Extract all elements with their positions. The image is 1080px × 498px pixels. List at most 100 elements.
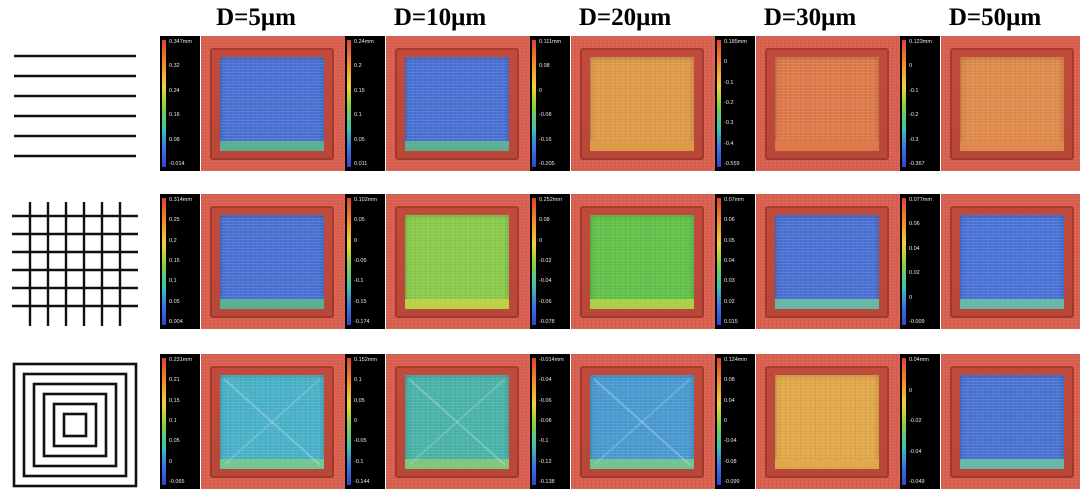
color-gradient: [347, 40, 351, 167]
surface-map: [201, 36, 348, 171]
scale-tick-label: -0.05: [354, 258, 367, 264]
diagonal-ridge: [593, 378, 691, 466]
scale-tick-label: -0.06: [539, 397, 552, 404]
scale-tick-label: 0.347mm: [169, 39, 192, 45]
pocket-rim: [220, 459, 324, 469]
scale-tick-label: -0.078: [539, 319, 555, 325]
scale-tick-label: 0.24: [169, 87, 180, 94]
scale-tick-label: -0.04: [539, 377, 552, 384]
scale-tick-label: -0.009: [909, 319, 925, 325]
color-scale-bar: 0.102mm 0.05 0 -0.05 -0.1 -0.15 -0.174: [345, 194, 385, 329]
surface-map: [571, 194, 718, 329]
scale-tick-label: 0: [909, 294, 913, 301]
scale-tick-label: 0: [354, 237, 358, 244]
scale-tick-label: 0.08: [724, 377, 735, 384]
scale-tick-label: -0.014mm: [539, 357, 564, 363]
scale-tick-label: 0: [909, 63, 913, 70]
color-scale-bar: 0.185mm 0 -0.1 -0.2 -0.3 -0.4 -0.559: [715, 36, 755, 171]
surface-map: [386, 354, 533, 489]
scale-tick-label: 0: [539, 237, 543, 244]
etched-pocket: [580, 366, 704, 478]
height-map-tile: 0.124mm 0.08 0.04 0 -0.04 -0.08 -0.099: [715, 354, 903, 489]
color-gradient: [717, 198, 721, 325]
scale-tick-label: -0.559: [724, 161, 740, 167]
scale-tick-label: -0.099: [724, 479, 740, 485]
scale-tick-label: 0: [354, 418, 358, 424]
scale-tick-label: 0.015: [724, 319, 738, 325]
scale-tick-label: -0.1: [724, 79, 734, 86]
color-scale-bar: -0.014mm -0.04 -0.06 -0.08 -0.1 -0.12 -0.138: [530, 354, 570, 489]
scale-tick-label: 0.03: [724, 278, 735, 285]
scale-tick-label: -0.02: [539, 258, 552, 264]
pocket-floor: [960, 215, 1064, 309]
scale-tick-label: 0.1: [354, 112, 362, 119]
etched-pocket: [395, 206, 519, 318]
scale-tick-label: 0.04mm: [909, 357, 929, 363]
color-gradient: [532, 358, 536, 485]
pocket-rim: [960, 141, 1064, 151]
color-gradient: [347, 358, 351, 485]
diagonal-ridge: [408, 378, 506, 466]
scale-tick-label: -0.3: [724, 120, 734, 127]
height-map-tile: 0.185mm 0 -0.1 -0.2 -0.3 -0.4 -0.559: [715, 36, 903, 171]
etched-pocket: [580, 206, 704, 318]
scale-tick-label: 0.04: [909, 245, 920, 252]
scale-tick-label: 0.04: [724, 397, 735, 404]
scale-tick-label: -0.3: [909, 136, 919, 143]
pocket-floor: [960, 375, 1064, 469]
height-map-tile: 0.252mm 0.08 0 -0.02 -0.04 -0.06 -0.078: [530, 194, 718, 329]
surface-map: [201, 354, 348, 489]
scale-tick-label: 0.05: [354, 217, 365, 224]
color-gradient: [347, 198, 351, 325]
pocket-rim: [960, 299, 1064, 309]
surface-map: [941, 36, 1080, 171]
etched-pocket: [395, 48, 519, 160]
height-map-tile: 0.102mm 0.05 0 -0.05 -0.1 -0.15 -0.174: [345, 194, 533, 329]
scale-tick-label: -0.138: [539, 479, 555, 485]
surface-map: [756, 354, 903, 489]
scale-tick-label: 0.06: [724, 217, 735, 224]
pocket-floor: [405, 375, 509, 469]
scale-tick-label: 0.314mm: [169, 197, 192, 203]
column-header: D=30μm: [763, 4, 857, 31]
scale-tick-label: 0.16: [169, 112, 180, 119]
scale-tick-label: 0.152mm: [354, 357, 377, 363]
pocket-floor: [775, 215, 879, 309]
color-scale-bar: 0.152mm 0.1 0.05 0 -0.05 -0.1 -0.144: [345, 354, 385, 489]
scale-tick-label: 0.1: [354, 377, 362, 384]
pocket-floor: [405, 57, 509, 151]
pocket-floor: [220, 375, 324, 469]
etched-pocket: [765, 366, 889, 478]
etched-pocket: [950, 48, 1074, 160]
pocket-rim: [775, 141, 879, 151]
scale-tick-label: -0.04: [539, 278, 552, 285]
scale-tick-label: 0.05: [354, 136, 365, 143]
color-scale-bar: 0.24mm 0.2 0.15 0.1 0.05 0.011: [345, 36, 385, 171]
scale-tick-label: 0.05: [169, 298, 180, 305]
scale-tick-label: -0.08: [724, 458, 737, 465]
pocket-rim: [405, 299, 509, 309]
scale-tick-label: 0.1: [169, 418, 177, 424]
scale-tick-label: 0.124mm: [724, 357, 747, 363]
surface-map: [201, 194, 348, 329]
scale-tick-label: 0: [169, 458, 173, 465]
scale-tick-label: -0.1: [539, 438, 549, 445]
color-gradient: [162, 198, 166, 325]
scale-tick-label: 0.02: [909, 270, 920, 277]
surface-map: [756, 194, 903, 329]
surface-map: [386, 194, 533, 329]
height-map-tile: 0.347mm 0.32 0.24 0.16 0.08 -0.014: [160, 36, 348, 171]
column-header: D=20μm: [578, 4, 672, 31]
color-gradient: [902, 198, 906, 325]
pocket-floor: [590, 215, 694, 309]
scale-tick-label: -0.014: [169, 161, 185, 167]
scale-tick-label: 0.06: [909, 221, 920, 228]
surface-map: [941, 354, 1080, 489]
pocket-rim: [775, 459, 879, 469]
etched-pocket: [950, 206, 1074, 318]
scale-tick-label: -0.174: [354, 319, 370, 325]
etched-pocket: [950, 366, 1074, 478]
color-scale-bar: 0.314mm 0.25 0.2 0.15 0.1 0.05 0.004: [160, 194, 200, 329]
scale-tick-label: 0.1: [169, 278, 177, 285]
scale-tick-label: -0.08: [539, 112, 552, 119]
